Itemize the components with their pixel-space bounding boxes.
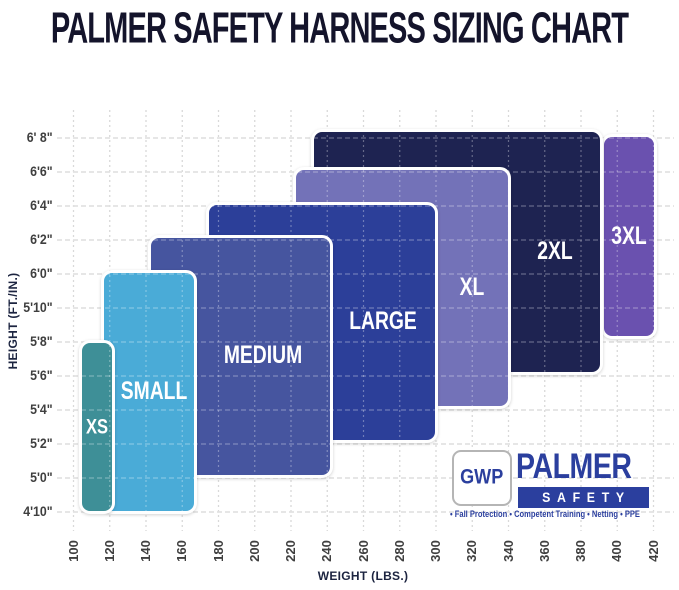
size-label-large: LARGE [349, 308, 418, 336]
x-tick-label: 160 [174, 540, 190, 562]
x-tick-label: 340 [500, 540, 516, 562]
safety-brand-text: SAFETY [542, 489, 632, 506]
y-tick-label: 6'2" [30, 231, 53, 248]
x-tick-label: 300 [428, 540, 443, 562]
y-tick-label: 6'0" [30, 265, 53, 282]
y-tick-label: 5'4" [30, 401, 53, 418]
y-tick-label: 5'0" [30, 469, 53, 486]
x-tick-label: 120 [101, 540, 117, 562]
size-label-2xl: 2XL [537, 237, 573, 265]
size-label-small: SMALL [120, 377, 188, 406]
x-tick-label: 400 [609, 540, 625, 562]
y-tick-label: 5'6" [30, 367, 53, 384]
gwp-logo-text: GWP [460, 465, 504, 489]
x-tick-label: 380 [573, 540, 588, 562]
x-tick-label: 420 [645, 540, 661, 562]
x-tick-label: 320 [464, 540, 480, 562]
safety-brand-bar: SAFETY [518, 487, 649, 508]
size-label-medium: MEDIUM [223, 342, 303, 370]
size-label-xs: XS [86, 414, 109, 439]
logo-tagline: • Fall Protection • Competent Training •… [450, 509, 640, 519]
x-tick-label: 220 [283, 540, 298, 562]
y-tick-label: 6'4" [30, 197, 53, 214]
x-tick-label: 360 [536, 540, 552, 562]
gwp-logo-box: GWP [452, 450, 512, 506]
size-label-xl: XL [459, 273, 485, 301]
y-tick-label: 5'8" [30, 333, 53, 350]
y-tick-label: 6'6" [30, 163, 53, 180]
page-title: PALMER SAFETY HARNESS SIZING CHART [50, 3, 629, 52]
y-axis-title: HEIGHT (FT./IN.) [6, 272, 20, 370]
x-tick-label: 240 [319, 540, 335, 562]
x-tick-label: 260 [355, 540, 371, 562]
x-tick-label: 180 [210, 540, 226, 562]
x-tick-label: 140 [138, 540, 153, 562]
size-label-3xl: 3XL [611, 222, 647, 250]
gwp-palmer-safety-logo: GWP PALMER SAFETY • Fall Protection • Co… [450, 446, 660, 526]
x-axis-title: WEIGHT (LBS.) [317, 569, 409, 583]
palmer-brand-text: PALMER [516, 446, 632, 487]
x-tick-label: 100 [65, 540, 81, 562]
y-tick-label: 5'10" [23, 299, 53, 316]
y-tick-label: 5'2" [30, 435, 53, 452]
x-tick-label: 280 [391, 540, 407, 562]
x-tick-label: 200 [246, 540, 262, 562]
y-tick-label: 4'10" [23, 503, 53, 520]
y-tick-label: 6' 8" [26, 129, 53, 146]
